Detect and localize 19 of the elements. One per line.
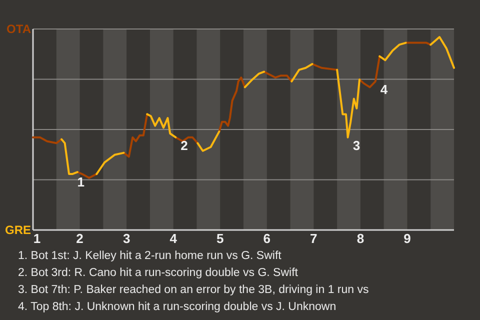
x-tick-label: 8: [356, 231, 364, 246]
text: 2. Bot 3rd: R. Cano hit a run-scoring double vs G. Swift: [18, 267, 299, 279]
text: OTA: [6, 22, 32, 36]
x-tick-label: 4: [170, 231, 178, 246]
annotation: 1: [77, 174, 85, 190]
x-tick-label: 1: [33, 231, 41, 246]
text: 4. Top 8th: J. Unknown hit a run-scoring double vs J. Unknown: [18, 301, 336, 313]
x-tick-label: 6: [263, 231, 271, 246]
text: 1. Bot 1st: J. Kelley hit a 2-run home run vs G. Swift: [18, 250, 282, 262]
annotation: 2: [180, 138, 188, 153]
x-tick-label: 5: [216, 231, 224, 246]
annotation: 3: [352, 138, 360, 153]
x-tick-label: 3: [122, 231, 130, 246]
annotation: 4: [380, 82, 388, 97]
x-tick-label: 7: [310, 231, 318, 246]
text: GRE: [4, 223, 31, 238]
x-tick-label: 9: [404, 231, 411, 246]
text: 3. Bot 7th: P. Baker reached on an error by the 3B, driving in 1 run vs: [18, 284, 369, 296]
x-tick-label: 2: [76, 231, 84, 246]
